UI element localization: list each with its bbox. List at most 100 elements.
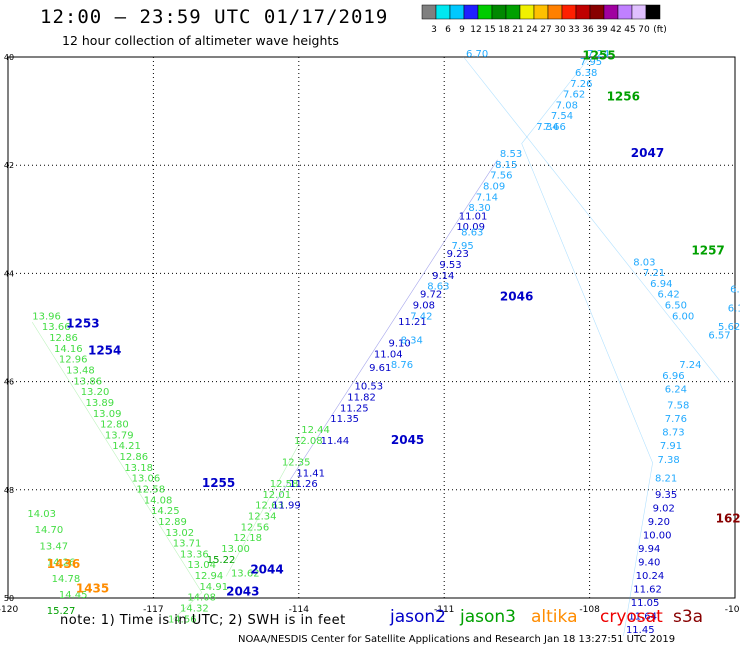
colorbar-swatch — [449, 4, 465, 20]
swh-value-label: 13.36 — [180, 549, 209, 560]
colorbar-swatch — [547, 4, 563, 20]
swh-value-label: 13.02 — [166, 528, 195, 539]
swh-value-label: 9.08 — [413, 301, 435, 312]
swh-value-label: 7.91 — [660, 441, 682, 452]
swh-value-label: 9.40 — [638, 558, 660, 569]
swh-value-label: 8.30 — [468, 203, 490, 214]
swh-value-label: 11.21 — [398, 317, 427, 328]
y-tick-label: 48 — [4, 486, 14, 495]
swh-value-label: 9.72 — [420, 290, 442, 301]
swh-value-label: 7.14 — [476, 192, 498, 203]
swh-value-label: 12.56 — [241, 522, 270, 533]
colorbar-swatch — [463, 4, 479, 20]
colorbar-swatch — [617, 4, 633, 20]
pass-time-label: 2047 — [631, 146, 664, 160]
colorbar-swatch — [561, 4, 577, 20]
swh-value-label: 8.76 — [391, 360, 413, 371]
pass-time-label: 1257 — [691, 243, 724, 257]
swh-value-label: 9.53 — [439, 260, 461, 271]
swh-value-label: 14.26 — [47, 558, 76, 569]
colorbar-tick-label: 18 — [498, 25, 510, 35]
swh-value-label: 12.44 — [301, 425, 330, 436]
swh-value-label: 12.35 — [282, 457, 311, 468]
swh-value-label: 14.91 — [199, 582, 228, 593]
satellite-track — [521, 56, 653, 636]
colorbar-swatch — [421, 4, 437, 20]
swh-value-label: 8.34 — [401, 336, 423, 347]
swh-value-label: 6.57 — [708, 330, 730, 341]
swh-value-label: 15.27 — [47, 606, 76, 617]
colorbar-tick-label: 39 — [596, 25, 608, 35]
swh-value-label: 12.58 — [270, 479, 299, 490]
swh-value-label: 7.58 — [667, 401, 689, 412]
colorbar-tick-label: 27 — [540, 25, 551, 35]
swh-value-label: 14.03 — [27, 509, 56, 520]
swh-value-label: 6.00 — [672, 311, 694, 322]
swh-value-label: 12.86 — [119, 452, 148, 463]
colorbar-tick-label: 9 — [459, 25, 465, 35]
colorbar-tick-label: 24 — [526, 25, 538, 35]
swh-value-label: 6.96 — [662, 371, 684, 382]
credit-line: NOAA/NESDIS Center for Satellite Applica… — [238, 634, 676, 645]
swh-value-label: 13.48 — [66, 365, 95, 376]
swh-value-label: 6.38 — [575, 68, 597, 79]
pass-time-label: 1255 — [582, 49, 615, 63]
swh-value-label: 15.22 — [207, 555, 236, 566]
colorbar-tick-label: 45 — [624, 25, 635, 35]
swh-value-label: 13.66 — [42, 322, 71, 333]
colorbar-tick-label: 70 — [638, 25, 650, 35]
y-tick-label: 46 — [4, 378, 14, 387]
swh-value-label: 14.21 — [112, 441, 141, 452]
swh-value-label: 11.41 — [296, 468, 325, 479]
swh-value-label: 7.62 — [563, 90, 585, 101]
pass-time-label: 1256 — [607, 89, 640, 103]
swh-value-label: 11.45 — [626, 625, 655, 636]
swh-value-label: 6.70 — [466, 49, 488, 60]
swh-value-label: 12.89 — [158, 517, 187, 528]
swh-value-label: 14.70 — [35, 525, 64, 536]
swh-value-label: 6.94 — [650, 279, 672, 290]
colorbar-tick-label: 36 — [582, 25, 594, 35]
swh-value-label: 9.14 — [432, 271, 454, 282]
swh-value-label: 7.08 — [556, 100, 578, 111]
swh-value-label: 11.35 — [330, 414, 359, 425]
pass-time-label: 2044 — [250, 563, 283, 577]
swh-value-label: 13.20 — [81, 387, 110, 398]
swh-value-label: 10.53 — [355, 382, 384, 393]
colorbar-tick-label: 15 — [484, 25, 495, 35]
colorbar-tick-label: 33 — [568, 25, 579, 35]
swh-value-label: 6.24 — [665, 384, 687, 395]
swh-value-label: 10.09 — [456, 222, 485, 233]
swh-value-label: 11.62 — [633, 585, 662, 596]
pass-time-label: 1435 — [76, 582, 109, 596]
swh-value-label: 12.34 — [248, 512, 277, 523]
swh-value-label: 9.20 — [648, 517, 670, 528]
swh-value-label: 11.25 — [340, 403, 369, 414]
pass-time-label: 1254 — [88, 344, 121, 358]
satellite-track — [269, 159, 498, 512]
colorbar-tick-label: 30 — [554, 25, 566, 35]
swh-value-label: 7.95 — [580, 57, 602, 68]
page-subtitle: 12 hour collection of altimeter wave hei… — [62, 33, 339, 48]
legend-s3a: s3a — [673, 607, 704, 627]
swh-value-label: 7.56 — [490, 171, 512, 182]
swh-value-label: 13.00 — [221, 544, 250, 555]
pass-time-label: 1629 — [716, 511, 740, 525]
swh-value-label: 9.10 — [388, 338, 410, 349]
x-tick-label: -105 — [725, 605, 740, 615]
swh-value-label: 14.56 — [168, 614, 197, 625]
x-tick-label: -108 — [579, 605, 600, 615]
swh-value-label: 12.63 — [255, 501, 284, 512]
footnote: note: 1) Time is in UTC; 2) SWH is in fe… — [60, 613, 346, 628]
swh-value-label: 10.24 — [636, 571, 665, 582]
swh-value-label: 6.50 — [665, 301, 687, 312]
swh-value-label: 9.94 — [638, 544, 660, 555]
x-tick-label: -117 — [143, 605, 163, 615]
swh-value-label: 8.63 — [461, 228, 483, 239]
colorbar-swatch — [477, 4, 493, 20]
swh-value-label: 9.02 — [653, 503, 675, 514]
swh-value-label: 13.06 — [132, 474, 161, 485]
legend-jason3: jason3 — [460, 607, 516, 627]
swh-value-label: 12.18 — [233, 533, 262, 544]
swh-value-label: 12.94 — [195, 571, 224, 582]
